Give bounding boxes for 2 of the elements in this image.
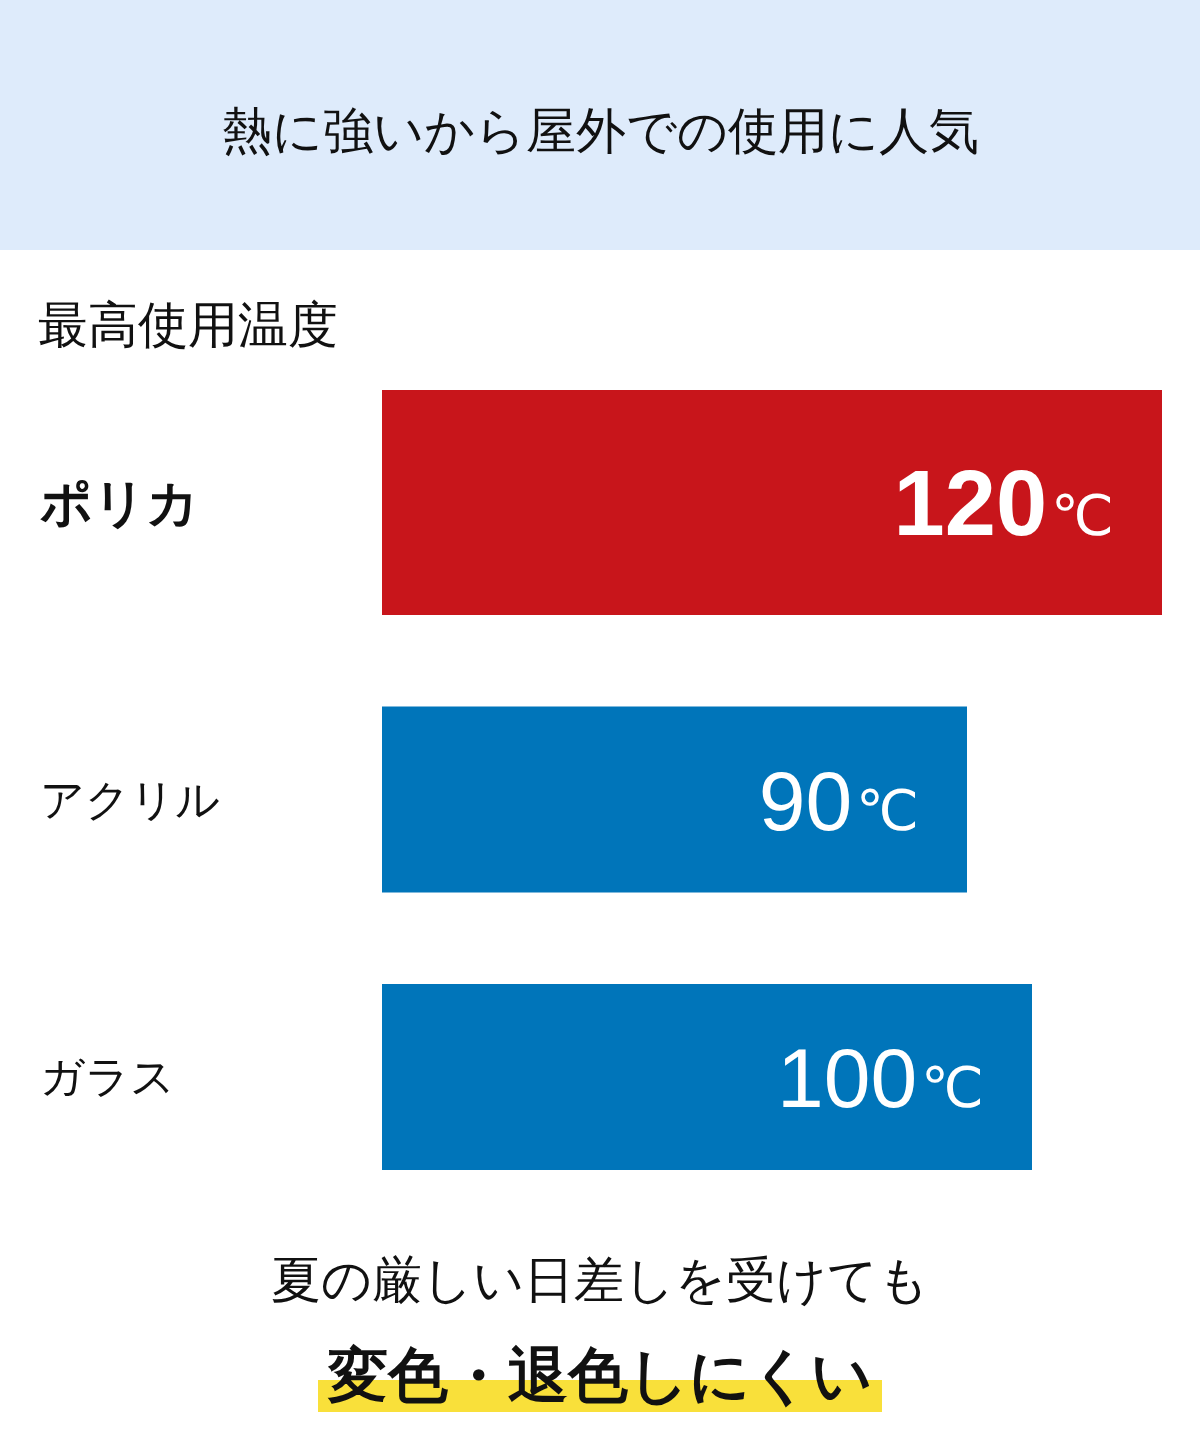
title: 熱に強いから屋外での使用に人気 (221, 103, 979, 159)
subtitle: 最高使用温度 (38, 297, 338, 353)
